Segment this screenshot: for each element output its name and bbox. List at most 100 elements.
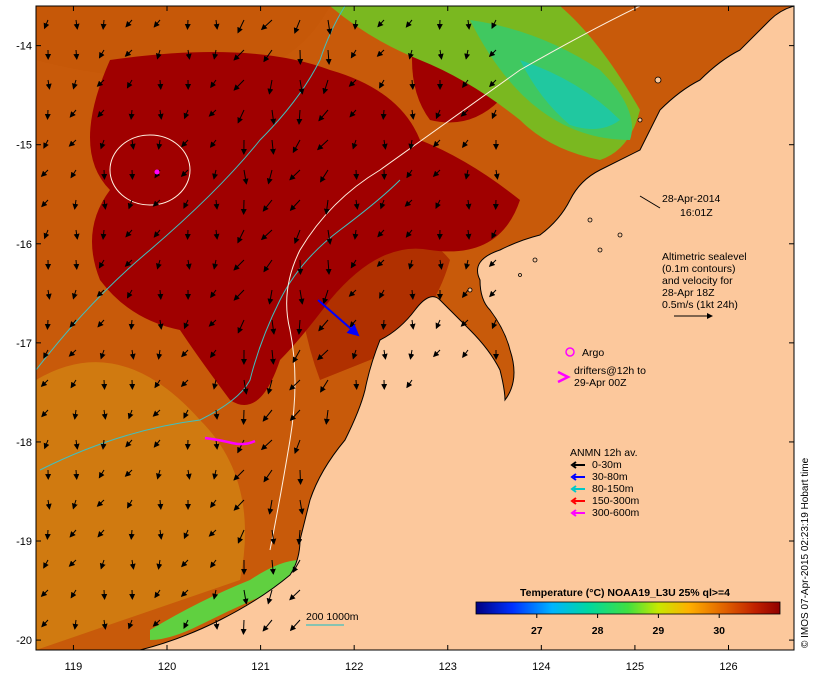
velocity-arrow xyxy=(124,49,133,57)
lat-tick-label: -14 xyxy=(16,41,32,53)
velocity-arrow xyxy=(289,589,301,601)
velocity-arrow xyxy=(326,19,333,35)
velocity-arrow xyxy=(68,139,77,147)
velocity-arrow xyxy=(237,229,245,244)
velocity-arrow xyxy=(127,619,134,630)
anmn-legend-label: 150-300m xyxy=(592,495,640,507)
velocity-arrow xyxy=(70,169,77,179)
velocity-arrow xyxy=(41,409,49,418)
velocity-arrow xyxy=(72,619,79,630)
velocity-arrow xyxy=(242,379,249,395)
velocity-arrow xyxy=(348,289,357,297)
velocity-arrow xyxy=(380,109,387,120)
velocity-arrow xyxy=(183,199,189,209)
velocity-arrow xyxy=(405,19,413,28)
velocity-arrow xyxy=(465,199,472,210)
velocity-arrow xyxy=(45,289,52,300)
velocity-arrow xyxy=(433,349,441,358)
velocity-arrow xyxy=(157,319,164,330)
velocity-arrow xyxy=(462,139,469,149)
velocity-arrow xyxy=(181,349,189,358)
velocity-arrow xyxy=(319,169,329,183)
contour-1000m xyxy=(269,6,641,551)
velocity-arrow xyxy=(70,589,77,599)
velocity-arrow xyxy=(233,79,245,91)
velocity-arrow xyxy=(233,259,245,271)
velocity-arrow xyxy=(435,109,442,120)
velocity-arrow xyxy=(352,229,359,240)
velocity-arrow xyxy=(289,619,301,632)
velocity-arrow xyxy=(153,19,161,28)
velocity-arrow xyxy=(408,259,414,270)
velocity-arrow xyxy=(209,349,217,358)
velocity-arrow xyxy=(210,79,217,89)
velocity-arrow xyxy=(242,169,249,185)
altimetry-line-4: 28-Apr 18Z xyxy=(662,287,715,299)
velocity-arrow xyxy=(101,409,108,420)
velocity-arrow xyxy=(409,109,416,120)
velocity-arrow xyxy=(270,109,277,125)
anmn-legend-arrowhead xyxy=(570,473,577,481)
colorbar-title: Temperature (°C) NOAA19_L3U 25% ql>=4 xyxy=(520,587,730,599)
velocity-arrow xyxy=(405,229,413,238)
velocity-arrow xyxy=(262,199,273,212)
velocity-arrow xyxy=(100,19,107,30)
velocity-arrow xyxy=(322,79,329,95)
velocity-arrow xyxy=(97,319,105,328)
velocity-arrow xyxy=(184,19,191,30)
velocity-arrow xyxy=(289,199,301,212)
anmn-legend-arrowhead xyxy=(570,485,577,493)
velocity-arrow xyxy=(43,139,49,149)
timestamp-time: 16:01Z xyxy=(680,207,713,219)
velocity-arrow xyxy=(99,139,106,150)
velocity-arrow xyxy=(325,49,332,65)
velocity-arrow xyxy=(183,409,189,419)
velocity-arrow xyxy=(183,619,189,629)
velocity-arrow xyxy=(100,229,107,240)
velocity-arrow xyxy=(262,409,273,422)
velocity-arrow xyxy=(233,49,245,61)
velocity-arrow xyxy=(351,349,358,360)
velocity-arrow xyxy=(181,559,189,568)
velocity-arrow xyxy=(97,529,105,538)
velocity-arrow xyxy=(323,199,330,215)
argo-label: Argo xyxy=(582,347,604,359)
velocity-arrow xyxy=(437,259,444,270)
anmn-legend-label: 30-80m xyxy=(592,471,628,483)
anmn-legend-arrowhead xyxy=(570,509,577,517)
lat-tick-label: -19 xyxy=(16,536,32,548)
velocity-arrow xyxy=(465,19,472,30)
velocity-arrow xyxy=(128,319,135,330)
velocity-arrow xyxy=(185,469,192,480)
velocity-arrow xyxy=(97,109,105,118)
velocity-arrow xyxy=(125,229,133,238)
velocity-arrow xyxy=(157,109,164,120)
velocity-arrow xyxy=(317,349,329,361)
velocity-arrow xyxy=(465,229,472,240)
bathymetry-label: 200 1000m xyxy=(306,611,359,623)
velocity-arrow xyxy=(72,199,79,210)
coastal-islands xyxy=(467,76,662,293)
velocity-arrow xyxy=(72,409,79,420)
velocity-arrow xyxy=(44,529,51,540)
velocity-arrow xyxy=(185,49,192,60)
velocity-arrow xyxy=(233,289,245,301)
velocity-arrow xyxy=(352,19,359,30)
velocity-arrow xyxy=(435,319,442,330)
lon-tick-label: 124 xyxy=(532,661,550,673)
velocity-arrow xyxy=(350,49,357,59)
velocity-arrow xyxy=(152,199,161,207)
velocity-arrow xyxy=(128,109,135,120)
velocity-arrow xyxy=(377,229,385,238)
velocity-arrow xyxy=(70,379,77,389)
velocity-arrow xyxy=(260,439,273,451)
velocity-arrow xyxy=(156,259,162,270)
velocity-arrow xyxy=(489,79,497,88)
velocity-arrow xyxy=(69,529,77,538)
velocity-arrow xyxy=(464,259,471,270)
velocity-arrow xyxy=(323,409,330,425)
velocity-arrow xyxy=(437,49,444,60)
velocity-arrow xyxy=(212,379,219,390)
velocity-arrow xyxy=(213,619,220,630)
